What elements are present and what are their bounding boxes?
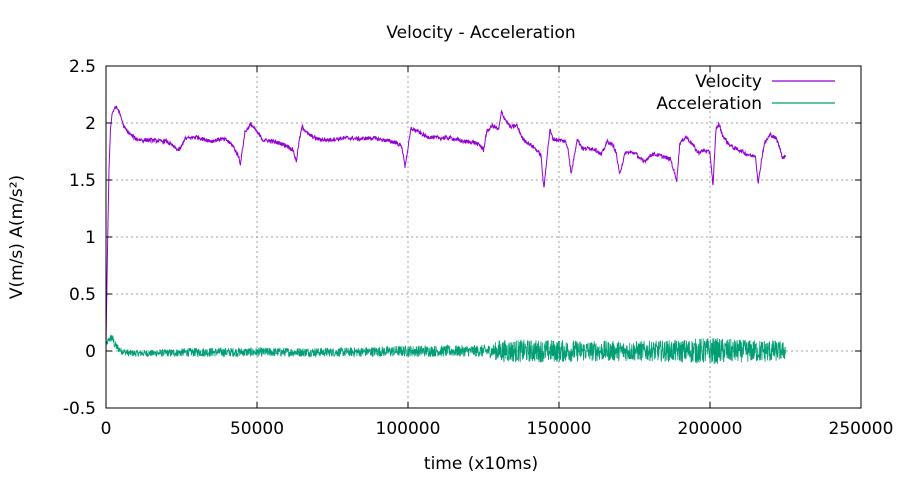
x-tick-label: 150000 [527, 419, 592, 439]
tick-layer: 0 50000 100000 150000 200000 250000-0.500.511… [63, 57, 894, 439]
y-tick-label: 2 [85, 114, 96, 134]
series-layer [105, 105, 786, 365]
legend-label: Velocity [695, 72, 762, 92]
y-tick-label: 1 [85, 228, 96, 248]
x-tick-label: 100000 [376, 419, 441, 439]
y-tick-label: 1.5 [69, 171, 96, 191]
chart-title: Velocity - Acceleration [386, 23, 575, 43]
y-axis-label: V(m/s) A(m/s²) [7, 175, 27, 299]
y-tick-label: 2.5 [69, 57, 96, 77]
series-line-acceleration [105, 334, 786, 365]
x-tick-label: 0 [101, 419, 112, 439]
x-tick-label: 250000 [829, 419, 894, 439]
x-tick-label: 50000 [230, 419, 284, 439]
series-line-velocity [105, 105, 786, 346]
y-tick-label: 0.5 [69, 285, 96, 305]
legend-label: Acceleration [656, 94, 762, 114]
x-axis-label: time (x10ms) [424, 454, 538, 474]
y-tick-label: 0 [85, 342, 96, 362]
x-tick-label: 200000 [678, 419, 743, 439]
y-tick-label: -0.5 [63, 399, 96, 419]
